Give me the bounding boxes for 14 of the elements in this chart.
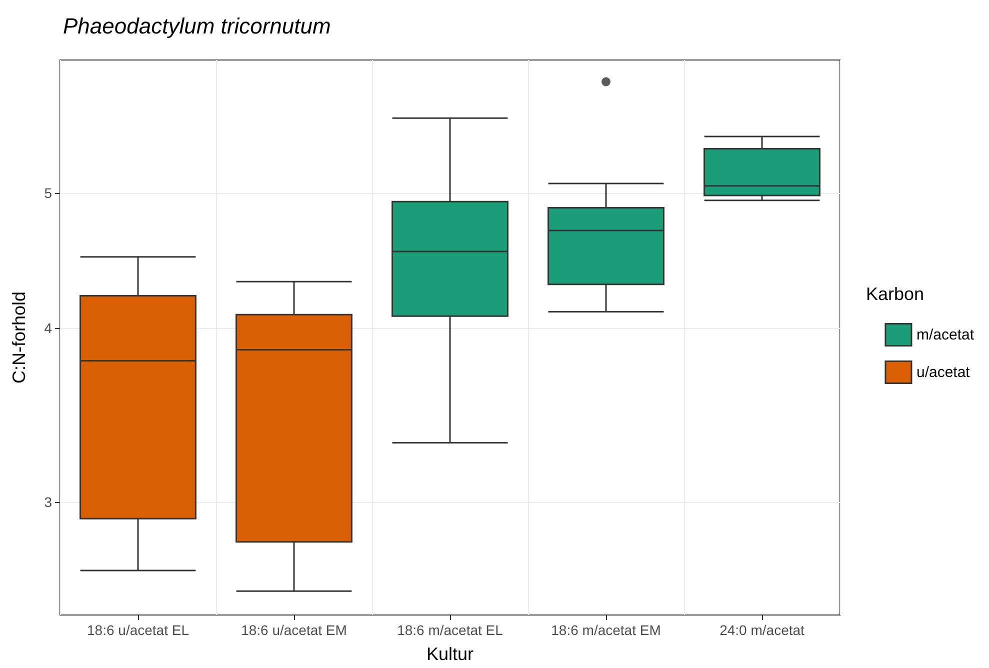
legend-label: u/acetat <box>916 364 971 381</box>
y-tick-label: 4 <box>44 320 52 336</box>
x-tick-label: 18:6 u/acetat EL <box>87 622 190 638</box>
legend-title: Karbon <box>866 284 924 304</box>
x-axis-title: Kultur <box>426 644 474 664</box>
x-tick-label: 24:0 m/acetat <box>720 622 805 638</box>
y-tick-label: 5 <box>44 185 52 202</box>
chart-title: Phaeodactylum tricornutum <box>63 14 331 38</box>
legend-label: m/acetat <box>916 326 975 344</box>
y-tick-label: 3 <box>44 494 52 510</box>
y-axis-title: C:N-forhold <box>9 291 29 384</box>
x-tick-label: 18:6 m/acetat EM <box>551 622 661 638</box>
x-tick-label: 18:6 m/acetat EL <box>397 622 504 638</box>
x-tick-label: 18:6 u/acetat EM <box>241 622 347 638</box>
